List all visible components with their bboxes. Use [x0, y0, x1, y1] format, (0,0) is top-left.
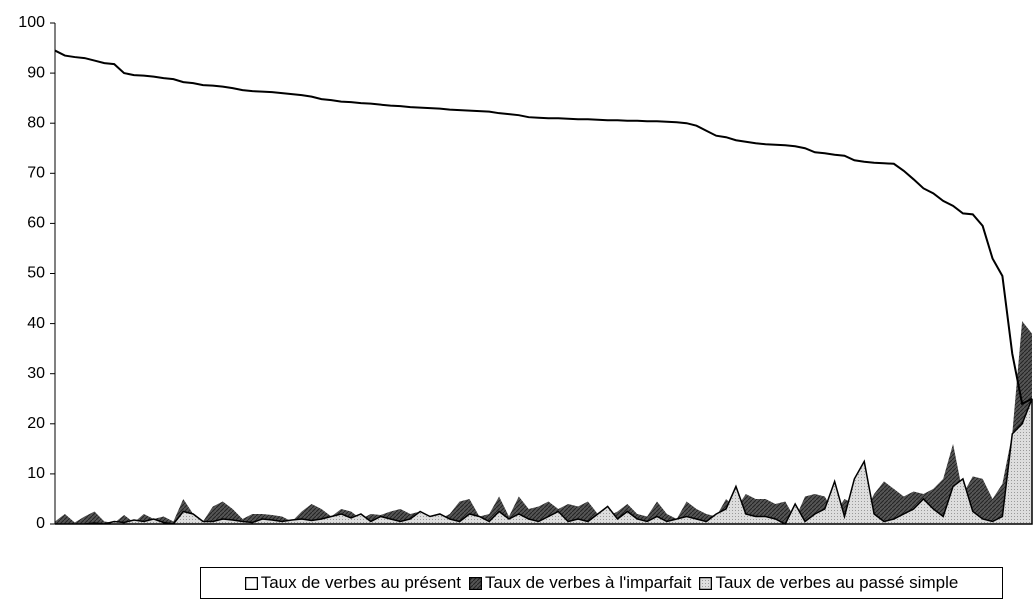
legend: Taux de verbes au présent Taux de verbes … — [200, 567, 1003, 599]
y-tick-label: 80 — [27, 114, 45, 131]
swatch-rect — [244, 576, 258, 590]
legend-item: Taux de verbes au présent — [244, 573, 462, 593]
chart: 0 10 20 30 40 50 60 70 80 90 100 — [18, 14, 1033, 532]
swatch-rect — [699, 576, 713, 590]
line — [54, 49, 1033, 406]
y-tick-label: 50 — [27, 265, 45, 282]
legend-swatch — [699, 576, 713, 590]
legend-item: Taux de verbes au passé simple — [699, 573, 958, 593]
y-tick-label: 70 — [27, 165, 45, 182]
legend-label: Taux de verbes à l'imparfait — [485, 573, 692, 592]
area — [55, 321, 1032, 524]
y-tick-label: 0 — [36, 515, 45, 532]
y-tick-label: 30 — [27, 365, 45, 382]
y-tick-label: 20 — [27, 415, 45, 432]
y-tick-label: 60 — [27, 215, 45, 232]
legend-label: Taux de verbes au passé simple — [715, 573, 959, 592]
y-tick-label: 40 — [27, 315, 45, 332]
legend-label: Taux de verbes au présent — [260, 573, 462, 592]
y-tick-label: 100 — [18, 14, 45, 31]
swatch-rect — [469, 576, 483, 590]
legend-swatch — [244, 576, 258, 590]
area — [55, 398, 1033, 526]
legend-item: Taux de verbes à l'imparfait — [469, 573, 691, 593]
y-tick-label: 10 — [27, 465, 45, 482]
legend-swatch — [469, 576, 483, 590]
y-tick-label: 90 — [27, 64, 45, 81]
